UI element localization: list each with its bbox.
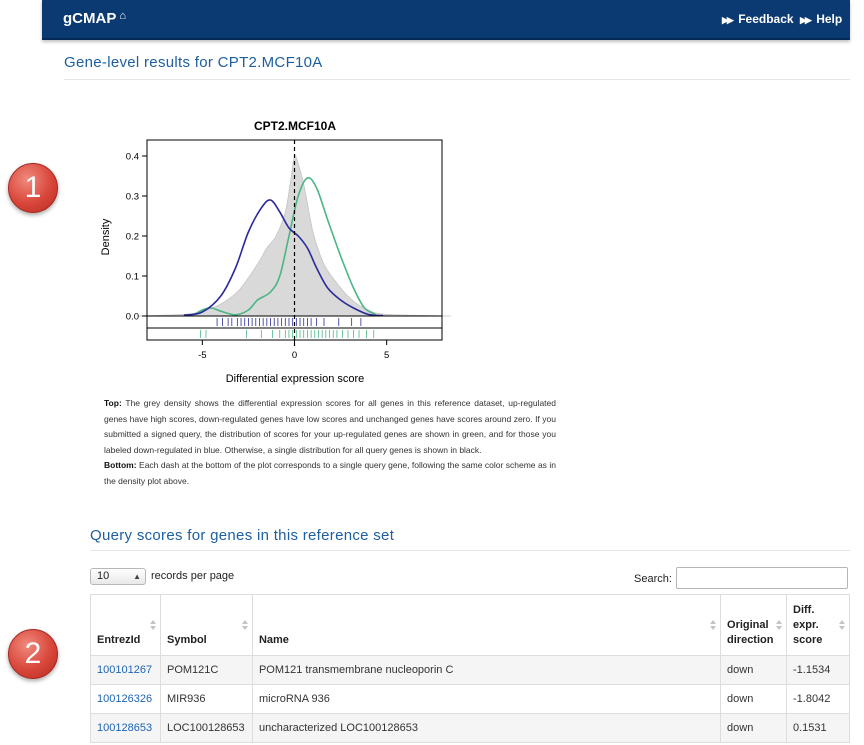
symbol-cell: POM121C <box>159 655 253 685</box>
table-row: 100126326 MIR936 microRNA 936 down -1.80… <box>90 684 850 714</box>
page-length-value: 10 <box>97 570 110 582</box>
column-header-label: Diff. expr. score <box>793 604 823 646</box>
score-cell: -1.1534 <box>786 655 850 685</box>
double-chevron-right-icon: ▶▶ <box>722 15 734 25</box>
column-header-symbol[interactable]: Symbol <box>159 594 253 656</box>
entrez-link[interactable]: 100101267 <box>97 664 153 676</box>
section-title: Query scores for genes in this reference… <box>90 527 395 544</box>
sort-icon <box>776 620 782 630</box>
name-cell: uncharacterized LOC100128653 <box>251 713 722 743</box>
entrez-cell: 100101267 <box>90 655 161 685</box>
help-link[interactable]: ▶▶ Help <box>800 12 842 26</box>
sort-icon <box>149 620 156 630</box>
results-table: EntrezId Symbol Name Original direction … <box>90 594 850 743</box>
name-cell: POM121 transmembrane nucleoporin C <box>251 655 722 685</box>
select-arrows-icon: ▲ <box>133 572 141 581</box>
plot-caption: Top: The grey density shows the differen… <box>104 396 556 490</box>
caption-bottom-text: Each dash at the bottom of the plot corr… <box>104 460 556 486</box>
y-tick-label: 0.4 <box>126 152 139 163</box>
chart-title: CPT2.MCF10A <box>254 119 336 133</box>
column-header-name[interactable]: Name <box>251 594 722 656</box>
column-header-label: EntrezId <box>97 634 141 646</box>
x-tick-label: -5 <box>198 350 206 361</box>
sort-icon <box>241 620 248 630</box>
y-tick-label: 0.1 <box>126 272 139 283</box>
column-header-entrezid[interactable]: EntrezId <box>90 594 161 656</box>
score-cell: -1.8042 <box>786 684 850 714</box>
divider <box>90 550 850 551</box>
column-header-direction[interactable]: Original direction <box>720 594 787 656</box>
y-tick-label: 0.3 <box>126 192 139 203</box>
symbol-cell: MIR936 <box>159 684 253 714</box>
entrez-link[interactable]: 100128653 <box>97 722 153 734</box>
page-length-select[interactable]: 10 ▲ <box>90 568 146 585</box>
home-icon: ⌂ <box>119 10 126 22</box>
table-row: 100128653 LOC100128653 uncharacterized L… <box>90 713 850 743</box>
y-axis-label: Density <box>100 218 112 255</box>
search-label: Search: <box>634 573 672 585</box>
feedback-link[interactable]: ▶▶ Feedback <box>722 12 794 26</box>
caption-top-label: Top: <box>104 398 122 408</box>
x-tick-label: 0 <box>292 350 297 361</box>
page-title: Gene-level results for CPT2.MCF10A <box>64 54 323 71</box>
entrez-link[interactable]: 100126326 <box>97 693 153 705</box>
search-input[interactable] <box>676 567 848 589</box>
entrez-cell: 100126326 <box>90 684 161 714</box>
top-navbar: gCMAP ⌂ ▶▶ Feedback ▶▶ Help <box>42 0 850 40</box>
entrez-cell: 100128653 <box>90 713 161 743</box>
density-line-down <box>183 199 384 317</box>
symbol-cell: LOC100128653 <box>159 713 253 743</box>
double-chevron-right-icon: ▶▶ <box>800 15 812 25</box>
x-axis-label: Differential expression score <box>226 373 365 385</box>
column-header-score[interactable]: Diff. expr. score <box>786 594 850 656</box>
feedback-label: Feedback <box>738 12 794 26</box>
table-header-row: EntrezId Symbol Name Original direction … <box>90 594 850 656</box>
direction-cell: down <box>720 655 787 685</box>
name-cell: microRNA 936 <box>251 684 722 714</box>
sort-icon <box>710 620 717 630</box>
sort-icon <box>839 620 845 630</box>
divider <box>64 79 850 80</box>
column-header-label: Symbol <box>166 634 207 646</box>
density-area-all-genes <box>137 154 452 317</box>
brand-link[interactable]: gCMAP ⌂ <box>63 10 126 27</box>
y-tick-label: 0.2 <box>126 232 139 243</box>
annotation-badge-1: 1 <box>8 163 58 213</box>
y-tick-label: 0.0 <box>126 312 139 323</box>
table-row: 100101267 POM121C POM121 transmembrane n… <box>90 655 850 685</box>
caption-top-text: The grey density shows the differential … <box>104 398 556 455</box>
score-cell: 0.1531 <box>786 713 850 743</box>
annotation-badge-2: 2 <box>8 629 58 679</box>
column-header-label: Name <box>258 634 289 646</box>
direction-cell: down <box>720 684 787 714</box>
density-line-up <box>192 176 377 316</box>
column-header-label: Original direction <box>727 619 774 646</box>
help-label: Help <box>816 12 843 26</box>
caption-bottom-label: Bottom: <box>104 460 137 471</box>
direction-cell: down <box>720 713 787 743</box>
density-plot: CPT2.MCF10A Density Differential express… <box>100 119 452 385</box>
x-tick-label: 5 <box>384 350 389 361</box>
records-per-page-label: records per page <box>151 570 235 582</box>
brand-name: gCMAP <box>63 10 117 27</box>
